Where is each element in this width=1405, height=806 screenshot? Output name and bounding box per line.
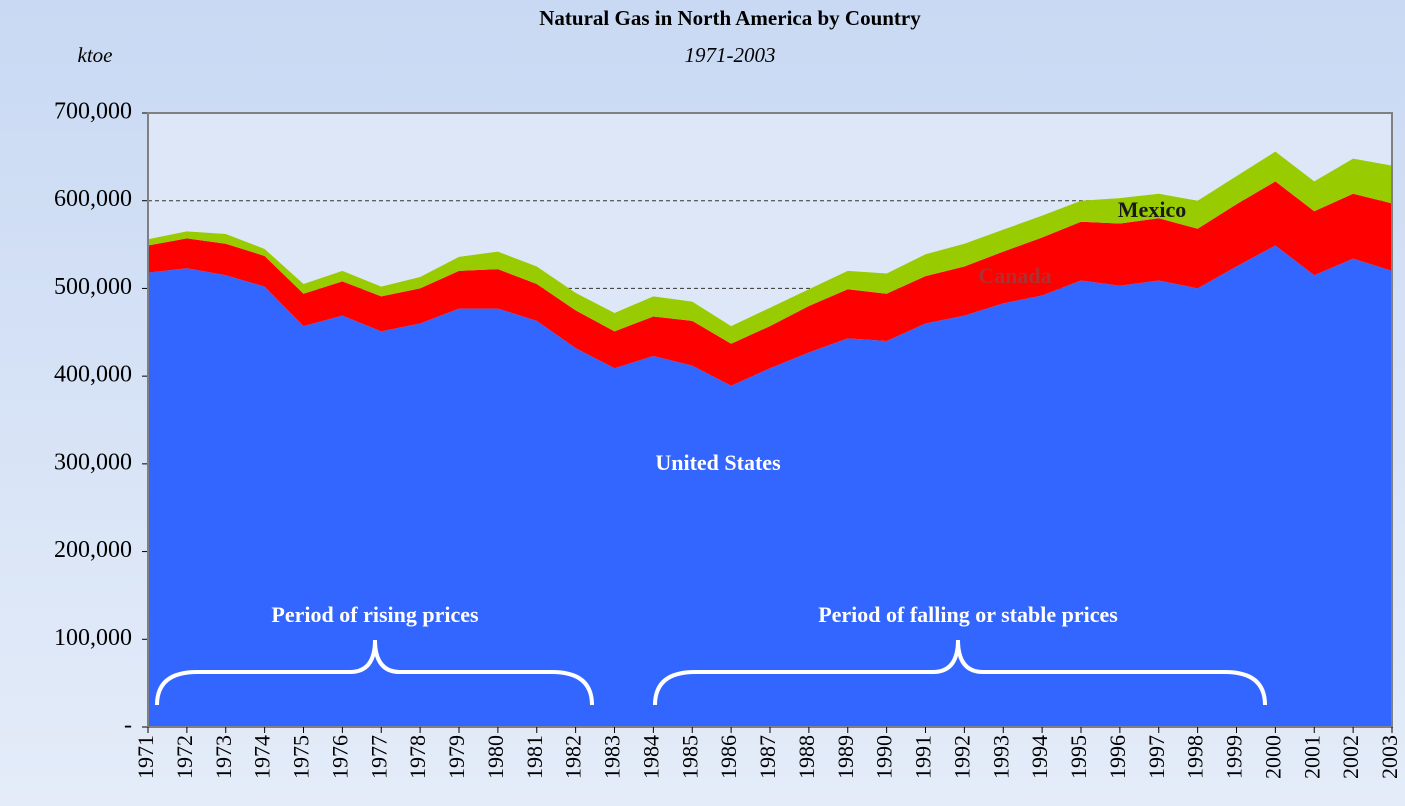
x-tick-label: 1982 xyxy=(561,735,586,779)
area xyxy=(148,245,1392,727)
annotation: Period of rising prices xyxy=(271,602,479,627)
y-tick-label: 500,000 xyxy=(54,274,132,300)
bracket xyxy=(653,639,1267,706)
x-tick-label: 1985 xyxy=(677,735,702,779)
x-tick-label: 1989 xyxy=(833,735,858,779)
series-label: United States xyxy=(655,450,781,475)
x-tick-label: 2003 xyxy=(1377,735,1402,779)
x-tick-label: 1977 xyxy=(366,735,391,779)
annotation: Period of falling or stable prices xyxy=(818,602,1118,627)
x-tick-label: 1998 xyxy=(1183,735,1208,779)
y-tick-label: 400,000 xyxy=(54,362,132,388)
x-tick-label: 1972 xyxy=(172,735,197,779)
x-tick-label: 1978 xyxy=(405,735,430,779)
y-tick-label: 300,000 xyxy=(54,449,132,475)
y-tick-label: 600,000 xyxy=(54,186,132,212)
x-tick-label: 1995 xyxy=(1066,735,1091,779)
series-label: Canada xyxy=(978,263,1051,288)
x-tick-label: 2002 xyxy=(1338,735,1363,779)
y-tick-label: 700,000 xyxy=(54,99,132,125)
x-tick-label: 1980 xyxy=(483,735,508,779)
y-tick-label: 100,000 xyxy=(54,625,132,651)
x-tick-label: 1979 xyxy=(444,735,469,779)
x-tick-label: 1990 xyxy=(872,735,897,779)
y-tick-label: 200,000 xyxy=(54,537,132,563)
x-tick-label: 1971 xyxy=(133,735,158,779)
x-tick-label: 1976 xyxy=(327,735,352,779)
y-axis-label: ktoe xyxy=(78,43,113,67)
x-tick-label: 1987 xyxy=(755,735,780,779)
x-tick-label: 1997 xyxy=(1144,735,1169,779)
area xyxy=(148,181,1392,386)
x-tick-label: 2000 xyxy=(1260,735,1285,779)
x-tick-label: 1986 xyxy=(716,735,741,779)
series-label: Mexico xyxy=(1118,197,1186,222)
x-tick-label: 2001 xyxy=(1299,735,1324,779)
x-tick-label: 1975 xyxy=(289,735,314,779)
x-tick-label: 1999 xyxy=(1222,735,1247,779)
x-tick-label: 1994 xyxy=(1027,735,1052,779)
chart-subtitle: 1971-2003 xyxy=(685,43,776,67)
area xyxy=(148,151,1392,344)
x-tick-label: 1984 xyxy=(638,735,663,779)
x-tick-label: 1974 xyxy=(250,735,275,779)
bracket xyxy=(155,639,594,706)
x-tick-label: 1973 xyxy=(211,735,236,779)
x-tick-label: 1991 xyxy=(911,735,936,779)
x-tick-label: 1988 xyxy=(794,735,819,779)
x-tick-label: 1981 xyxy=(522,735,547,779)
x-tick-label: 1996 xyxy=(1105,735,1130,779)
x-tick-label: 1983 xyxy=(600,735,625,779)
x-tick-label: 1993 xyxy=(988,735,1013,779)
y-tick-label: - xyxy=(124,713,132,739)
x-tick-label: 1992 xyxy=(949,735,974,779)
chart-title: Natural Gas in North America by Country xyxy=(539,6,921,30)
